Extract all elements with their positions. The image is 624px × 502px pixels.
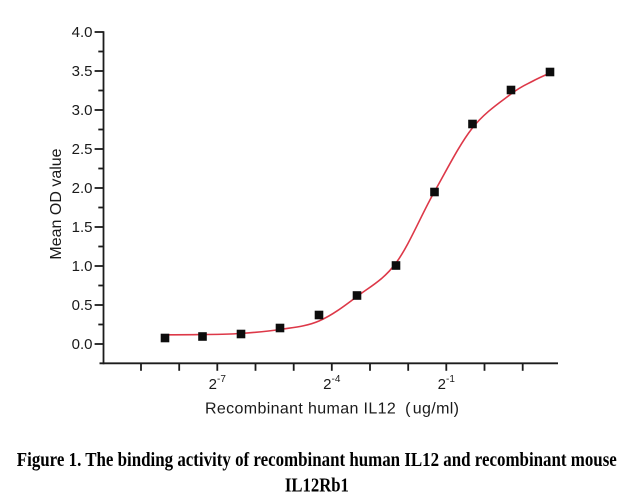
svg-text:2.5: 2.5: [72, 141, 93, 158]
svg-text:Figure 1. The binding activity: Figure 1. The binding activity of recomb…: [17, 450, 617, 471]
svg-text:IL12Rb1: IL12Rb1: [285, 476, 349, 497]
svg-text:Recombinant human IL12(ug/ml): Recombinant human IL12(ug/ml): [205, 400, 459, 417]
svg-text:1.0: 1.0: [72, 258, 93, 275]
svg-text:0.0: 0.0: [72, 336, 93, 353]
svg-text:3.0: 3.0: [72, 102, 93, 119]
svg-text:Mean OD value: Mean OD value: [48, 148, 65, 259]
svg-text:2.0: 2.0: [72, 180, 93, 197]
svg-text:0.5: 0.5: [72, 297, 93, 314]
svg-text:3.5: 3.5: [72, 63, 93, 80]
svg-text:1.5: 1.5: [72, 219, 93, 236]
svg-text:4.0: 4.0: [72, 24, 93, 41]
